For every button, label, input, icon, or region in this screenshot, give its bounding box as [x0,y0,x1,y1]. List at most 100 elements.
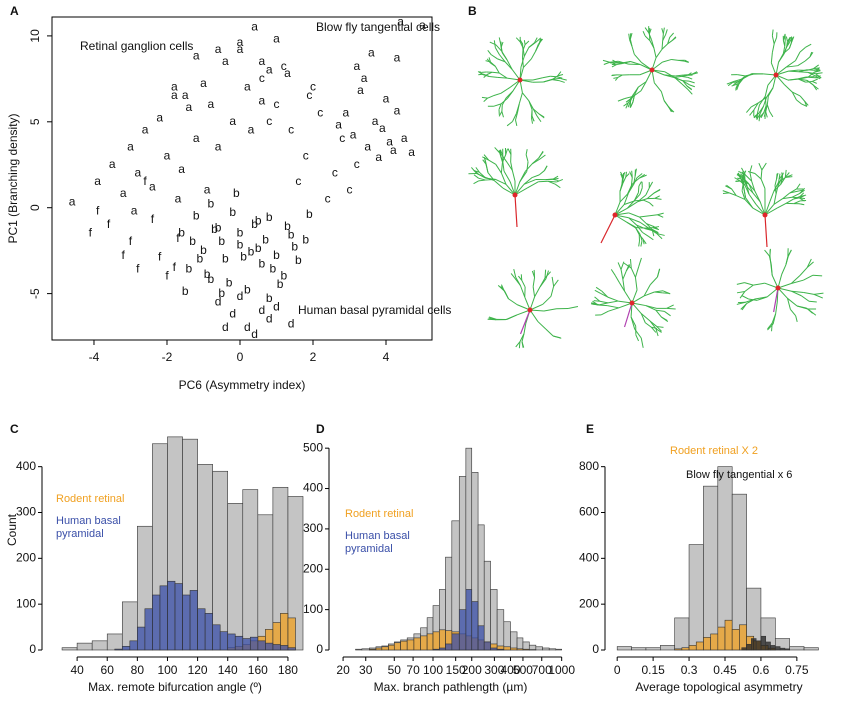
x-tick-label: 0 [614,663,621,677]
neuron-branch [625,102,629,109]
point: d [244,320,251,334]
neuron-branch [482,159,487,165]
point: a [390,143,397,157]
point: a [361,71,368,85]
neuron-branch [746,106,752,113]
neuron-branch [799,187,805,194]
legend-label: Human basal pyramidal [56,515,121,540]
neuron-branch [519,333,525,342]
neuron-branch [782,46,786,54]
neuron-branch [791,290,804,293]
point: b [306,207,313,221]
neuron-branch [628,184,635,194]
point: a [120,186,127,200]
panel-label: D [316,422,325,436]
point: a [266,62,273,76]
y-tick-label: 5 [28,118,42,125]
point: b [218,234,225,248]
x-axis-label: Max. remote bifurcation angle (º) [88,680,262,694]
neuron-branch [662,292,670,294]
bar [660,645,675,651]
neuron-branch [806,79,814,86]
neuron-branch [649,40,655,49]
neuron-branch [475,167,480,173]
neuron-branch [498,54,506,63]
neuron-branch [495,164,502,174]
neuron-branch [494,147,501,154]
neuron-branch [543,308,557,312]
neuron-branch [620,269,624,280]
neuron-branch [662,58,672,63]
neuron-branch [782,40,786,47]
neuron-branch [522,44,526,51]
neuron-branch [656,326,662,332]
neuron-branch [684,60,689,63]
neuron-branch [535,37,542,43]
neuron-branch [815,72,823,75]
bar [227,503,244,651]
point: a [273,32,280,46]
neuron-branch [645,227,653,231]
point: a [237,35,244,49]
neuron-branch [769,191,775,203]
neuron-branch [531,116,535,122]
point: a [171,80,178,94]
neuron-branch [649,320,658,327]
neuron-branch [636,173,643,179]
point: a [394,104,401,118]
bar [510,631,518,651]
x-tick-label: 400 [500,663,520,677]
neuron-branch [741,184,744,191]
legend-label: Human basal pyramidal [345,530,410,555]
neuron-branch [753,102,759,111]
neuron-branch [538,113,545,119]
point: f [96,203,100,217]
point: f [107,217,111,231]
neuron-branch [766,87,774,98]
bar [724,619,733,651]
neuron-branch [736,282,745,285]
annotation: Blow fly tangential cells [316,20,440,34]
neuron-branch [808,300,817,303]
neuron-branch [806,68,814,71]
legend-label: Rodent retinal [56,493,125,505]
neuron-branch [646,192,655,199]
x-axis-label: Average topological asymmetry [635,680,802,694]
bar [490,647,498,651]
neuron-branch [599,300,609,304]
neuron-branch [628,217,641,223]
x-tick-label: 20 [336,663,350,677]
bar [76,642,93,651]
axon [600,214,616,244]
neuron-branch [611,74,617,77]
neuron-branch [523,58,532,68]
neuron-branch [771,35,775,44]
y-tick-label: 100 [16,596,36,610]
neuron-branch [554,183,561,189]
bar [426,633,434,651]
point: c [310,80,316,94]
neuron-branch [556,76,563,79]
neuron-branch [515,112,518,121]
neuron-branch [530,109,533,118]
point: d [288,317,295,331]
soma [762,212,768,218]
neuron-branch [538,170,545,176]
neuron-branch [521,341,524,348]
neuron-branch [643,284,651,297]
neuron-branch [517,275,523,281]
x-tick-label: 180 [278,663,298,677]
neuron-branch [788,37,791,42]
point: a [335,117,342,131]
neuron-branch [731,188,737,196]
neuron-branch [608,307,620,312]
neuron-branch [804,56,811,62]
bar [451,633,460,651]
neuron-branch [633,175,636,185]
x-tick-label: -4 [89,350,100,364]
x-axis-label: Max. branch pathlength (µm) [374,680,528,694]
bar [451,520,460,651]
point: b [280,269,287,283]
neuron-branch [511,170,516,182]
bar [212,470,229,651]
